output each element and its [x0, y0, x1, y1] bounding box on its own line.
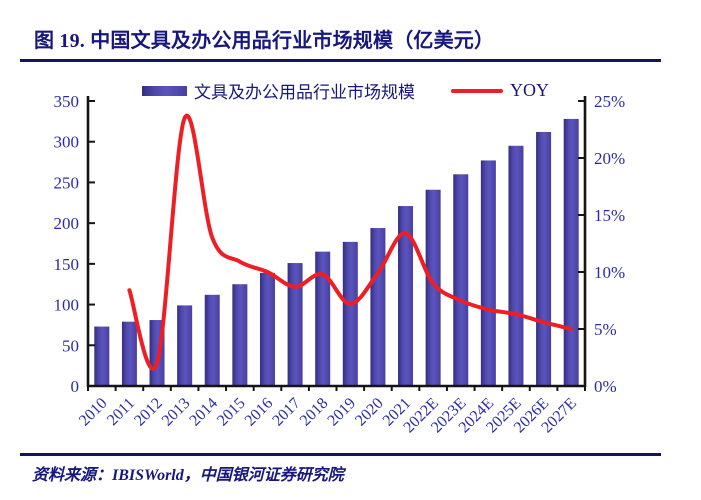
yoy-line: [127, 113, 574, 371]
bar-series-label: 文具及办公用品行业市场规模: [194, 83, 415, 102]
bar-series-swatch: [142, 85, 187, 96]
bar-2019: [342, 241, 358, 386]
bar-2013: [177, 305, 193, 386]
x-axis-label-2015: 2015: [214, 395, 249, 430]
title-divider-rule: [20, 59, 661, 62]
bar-2011: [121, 321, 137, 386]
left-axis-tick-label: 50: [62, 336, 79, 355]
x-axis-label-2010: 2010: [76, 395, 111, 430]
bar-2020: [370, 228, 386, 386]
left-axis-tick-label: 0: [71, 377, 80, 396]
left-axis-tick-label: 150: [54, 255, 80, 274]
x-axis-label-2013: 2013: [159, 395, 194, 430]
footer-divider-rule: [20, 453, 661, 456]
left-axis-tick-label: 250: [54, 173, 80, 192]
right-axis-tick-label: 0%: [594, 377, 617, 396]
figure-title: 图 19. 中国文具及办公用品行业市场规模（亿美元）: [34, 30, 495, 52]
x-axis-label-2020: 2020: [352, 395, 387, 430]
left-axis-tick-label: 100: [54, 296, 80, 315]
bar-2023E: [453, 174, 469, 386]
bar-2026E: [536, 131, 552, 386]
bar-2022E: [425, 189, 441, 386]
yoy-line-swatch: [451, 88, 503, 93]
bar-2021: [398, 206, 414, 386]
bar-2025E: [508, 145, 524, 386]
x-axis-label-2012: 2012: [131, 395, 166, 430]
x-axis-label-2011: 2011: [104, 395, 138, 429]
right-axis-tick-label: 10%: [594, 263, 625, 282]
bar-2024E: [480, 160, 496, 386]
bar-2014: [204, 294, 220, 386]
yoy-series-label: YOY: [510, 80, 549, 100]
bar-2017: [287, 263, 303, 386]
chart-legend: 文具及办公用品行业市场规模 YOY: [142, 78, 549, 103]
right-axis-tick-label: 5%: [594, 320, 617, 339]
bar-2016: [259, 272, 275, 386]
x-axis-label-2018: 2018: [297, 395, 332, 430]
left-axis-tick-label: 300: [54, 133, 80, 152]
bar-2010: [94, 326, 110, 386]
x-axis-label-2016: 2016: [242, 395, 277, 430]
right-axis-tick-label: 20%: [594, 149, 625, 168]
right-axis-tick-label: 15%: [594, 206, 625, 225]
x-axis-label-2014: 2014: [186, 395, 221, 430]
bar-2027E: [563, 118, 579, 387]
left-axis-tick-label: 350: [54, 92, 80, 111]
x-axis-label-2019: 2019: [324, 395, 359, 430]
x-axis-label-2017: 2017: [269, 395, 304, 430]
left-axis-tick-label: 200: [54, 214, 80, 233]
right-axis-tick-label: 25%: [594, 92, 625, 111]
source-note: 资料来源：IBISWorld，中国银河证券研究院: [32, 467, 344, 484]
bar-2018: [315, 251, 331, 386]
bar-2015: [232, 284, 248, 386]
